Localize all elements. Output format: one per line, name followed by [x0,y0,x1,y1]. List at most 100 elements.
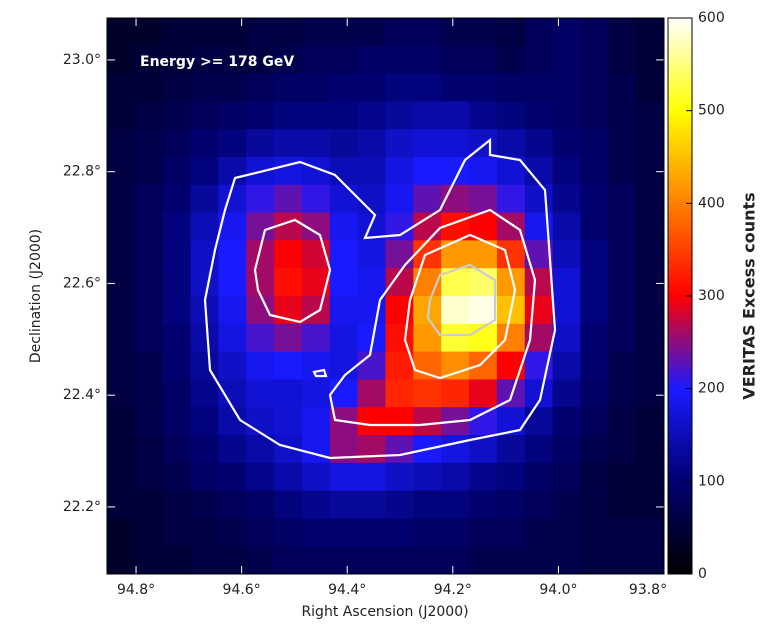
heatmap-cell [191,157,219,185]
heatmap-cell [358,352,386,380]
heatmap-cell [636,352,664,380]
heatmap-cell [358,129,386,157]
heatmap-cell [608,18,636,46]
heatmap-cell [441,240,469,268]
x-tick-label: 94.6° [223,582,261,598]
heatmap-cell [525,268,553,296]
heatmap [107,18,665,575]
heatmap-cell [330,296,358,324]
heatmap-cell [441,379,469,407]
heatmap-cell [441,101,469,129]
heatmap-cell [107,407,135,435]
heatmap-cell [497,185,525,213]
heatmap-cell [525,407,553,435]
heatmap-cell [302,518,330,546]
heatmap-cell [358,268,386,296]
heatmap-cell [553,324,581,352]
heatmap-cell [580,518,608,546]
heatmap-cell [553,268,581,296]
heatmap-cell [218,129,246,157]
y-tick-label: 23.0° [63,52,101,68]
heatmap-cell [302,101,330,129]
heatmap-cell [441,324,469,352]
heatmap-cell [580,213,608,241]
heatmap-cell [580,296,608,324]
heatmap-cell [191,518,219,546]
heatmap-cell [135,129,163,157]
heatmap-cell [636,379,664,407]
heatmap-cell [608,324,636,352]
heatmap-cell [580,129,608,157]
heatmap-cell [107,324,135,352]
heatmap-cell [246,129,274,157]
heatmap-cell [636,185,664,213]
heatmap-cell [191,379,219,407]
heatmap-cell [218,518,246,546]
heatmap-cell [191,101,219,129]
heatmap-cell [553,435,581,463]
heatmap-cell [191,213,219,241]
heatmap-cell [330,546,358,574]
heatmap-cell [218,240,246,268]
heatmap-cell [330,379,358,407]
heatmap-cell [107,240,135,268]
heatmap-cell [191,546,219,574]
heatmap-cell [302,463,330,491]
heatmap-cell [553,463,581,491]
heatmap-cell [358,463,386,491]
heatmap-cell [580,101,608,129]
colorbar-tick-label: 600 [698,10,725,26]
heatmap-cell [608,296,636,324]
heatmap-cell [135,213,163,241]
heatmap-cell [386,240,414,268]
heatmap-cell [163,463,191,491]
heatmap-cell [469,352,497,380]
heatmap-cell [441,296,469,324]
heatmap-cell [163,407,191,435]
y-tick-label: 22.8° [63,164,101,180]
heatmap-cell [553,379,581,407]
heatmap-cell [580,463,608,491]
heatmap-cell [302,18,330,46]
heatmap-cell [330,268,358,296]
heatmap-cell [469,46,497,74]
heatmap-cell [135,240,163,268]
heatmap-cell [553,46,581,74]
heatmap-cell [441,435,469,463]
heatmap-cell [553,296,581,324]
heatmap-cell [608,185,636,213]
heatmap-cell [330,18,358,46]
heatmap-cell [274,352,302,380]
heatmap-cell [274,74,302,102]
heatmap-cell [246,213,274,241]
heatmap-cell [413,324,441,352]
heatmap-cell [386,101,414,129]
heatmap-cell [469,546,497,574]
heatmap-cell [636,268,664,296]
heatmap-cell [358,74,386,102]
heatmap-cell [358,518,386,546]
heatmap-cell [469,491,497,519]
heatmap-cell [135,296,163,324]
heatmap-cell [497,324,525,352]
heatmap-cell [135,518,163,546]
heatmap-cell [580,435,608,463]
heatmap-cell [636,463,664,491]
heatmap-cell [274,213,302,241]
heatmap-cell [636,157,664,185]
heatmap-cell [135,268,163,296]
heatmap-cell [636,74,664,102]
heatmap-cell [358,546,386,574]
heatmap-cell [580,185,608,213]
heatmap-cell [191,268,219,296]
heatmap-cell [302,74,330,102]
heatmap-cell [107,268,135,296]
heatmap-cell [246,74,274,102]
heatmap-cell [469,101,497,129]
heatmap-cell [302,546,330,574]
heatmap-cell [413,185,441,213]
x-tick-label: 94.0° [539,582,577,598]
heatmap-cell [608,157,636,185]
heatmap-cell [191,185,219,213]
heatmap-cell [386,518,414,546]
